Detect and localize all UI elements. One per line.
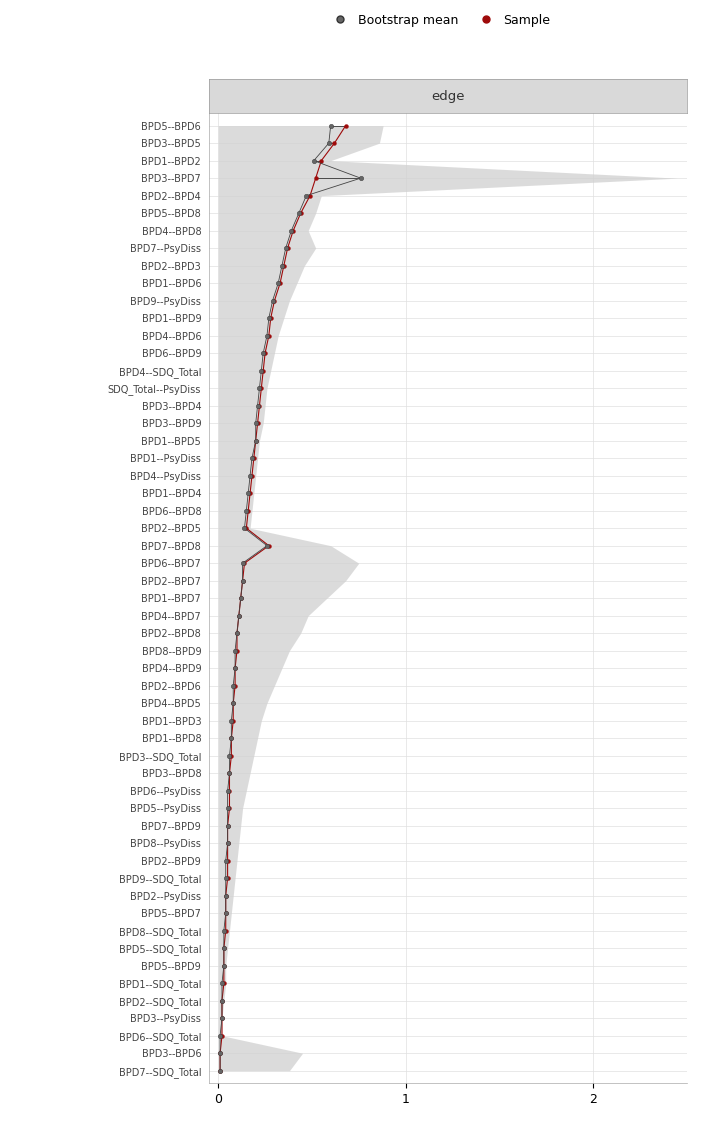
Text: edge: edge xyxy=(431,90,464,103)
Legend: Bootstrap mean, Sample: Bootstrap mean, Sample xyxy=(323,9,555,32)
